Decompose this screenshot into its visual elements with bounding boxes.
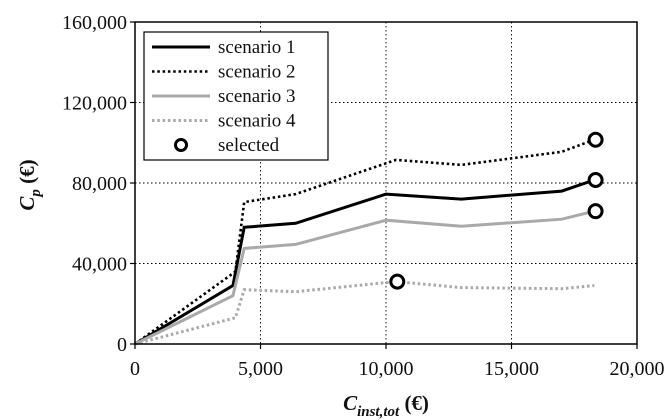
x-tick-label: 20,000 (610, 358, 665, 380)
selected-markers (389, 131, 604, 290)
series-line-2 (134, 138, 595, 346)
legend-label-3: scenario 3 (218, 86, 296, 107)
series-line-1 (134, 178, 595, 346)
x-axis-label: Cinst,tot (€) (343, 391, 429, 420)
legend-label-1: scenario 1 (218, 37, 296, 58)
selected-marker (587, 203, 604, 220)
legend-label-4: scenario 4 (218, 111, 296, 132)
x-tick-label: 0 (130, 358, 140, 380)
legend-label-selected: selected (218, 135, 280, 156)
selected-marker (587, 131, 604, 148)
legend-swatch-selected (174, 138, 188, 152)
y-tick-label: 160,000 (62, 12, 127, 34)
y-axis-label: Cp (€) (15, 159, 44, 210)
x-axis-ticks: 0 5,000 10,000 15,000 20,000 (130, 344, 665, 380)
series-line-4 (134, 280, 595, 346)
x-tick-label: 15,000 (484, 358, 539, 380)
selected-marker (389, 273, 406, 290)
legend: scenario 1 scenario 2 scenario 3 scenario 4… (143, 31, 329, 161)
y-axis-ticks: 0 40,000 80,000 120,000 160,000 (62, 12, 135, 356)
y-tick-label: 0 (117, 334, 127, 356)
selected-marker (587, 171, 604, 188)
legend-label-2: scenario 2 (218, 62, 296, 83)
legend-items: scenario 1 scenario 2 scenario 3 scenario 4… (152, 37, 296, 156)
x-tick-label: 10,000 (359, 358, 414, 380)
series-line-3 (134, 209, 595, 346)
x-tick-label: 5,000 (238, 358, 283, 380)
series-layer (134, 138, 595, 346)
y-tick-label: 80,000 (72, 173, 127, 195)
y-tick-label: 40,000 (72, 254, 127, 276)
y-tick-label: 120,000 (62, 93, 127, 115)
